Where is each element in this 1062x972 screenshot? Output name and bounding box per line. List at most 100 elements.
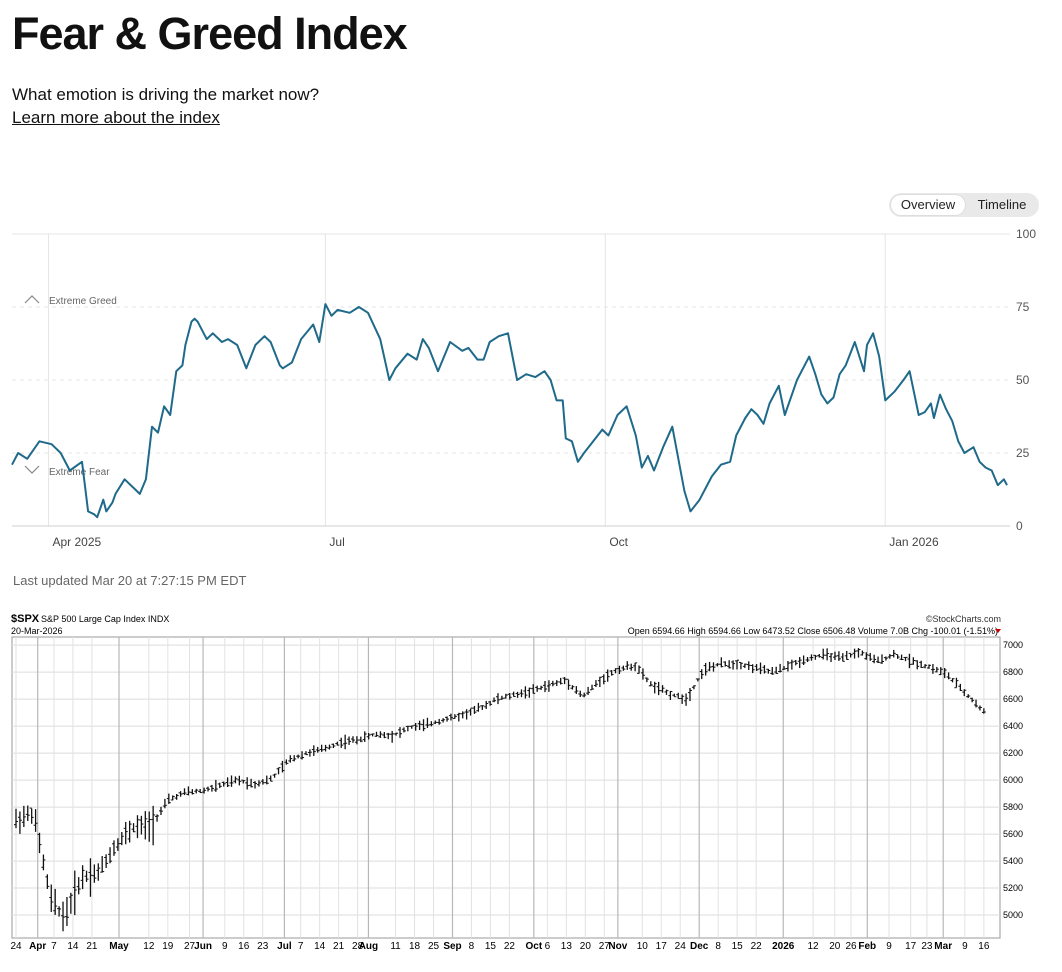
- spx-ohlc-bar: [680, 694, 685, 704]
- spx-xtick-label: Oct: [525, 941, 542, 952]
- spx-ohlc-bar: [613, 668, 618, 674]
- spx-ohlc-bar: [597, 676, 602, 688]
- spx-ohlc-bar: [981, 708, 986, 714]
- spx-ohlc-bar: [511, 691, 516, 698]
- spx-ohlc-bar: [256, 780, 261, 787]
- spx-ohlc-bar: [182, 788, 187, 796]
- spx-ytick-label: 6800: [1003, 667, 1023, 677]
- spx-ohlc-bar: [879, 654, 884, 664]
- spx-xtick-label: Jul: [277, 941, 292, 952]
- spx-xtick-label: 26: [845, 941, 857, 952]
- spx-ohlc-bar: [723, 661, 728, 667]
- spx-name: S&P 500 Large Cap Index INDX: [41, 614, 169, 624]
- spx-ohlc-bar: [570, 685, 575, 690]
- spx-ohlc-bar: [946, 672, 951, 680]
- spx-ohlc-bar: [362, 731, 367, 742]
- spx-ohlc-bar: [296, 754, 301, 759]
- spx-xtick-label: 14: [67, 941, 79, 952]
- spx-ohlc-bar: [221, 781, 226, 787]
- spx-ohlc-bar: [284, 759, 289, 765]
- spx-xtick-label: 12: [808, 941, 820, 952]
- spx-ohlc-bar: [460, 711, 465, 719]
- spx-ohlc-bar: [319, 744, 324, 752]
- spx-ohlc-bar: [53, 888, 58, 915]
- spx-ohlc-bar: [92, 864, 97, 883]
- spx-xtick-label: 27: [599, 941, 611, 952]
- spx-ohlc-bar: [542, 680, 547, 693]
- spx-ohlc-bar: [229, 775, 234, 787]
- spx-ohlc-bar: [288, 755, 293, 763]
- spx-ytick-label: 6600: [1003, 694, 1023, 704]
- spx-ohlc-bar: [104, 854, 109, 868]
- spx-ohlc-bar: [856, 648, 861, 658]
- spx-ohlc-bar: [883, 656, 888, 661]
- spx-ohlc-bar: [456, 712, 461, 722]
- spx-ohlc-bar: [715, 663, 720, 667]
- spx-ohlc-bar: [566, 678, 571, 690]
- spx-ohlc-bar: [429, 721, 434, 727]
- spx-date: 20-Mar-2026: [11, 626, 63, 636]
- spx-source: ©StockCharts.com: [926, 614, 1001, 624]
- spx-ohlc-bar: [672, 693, 677, 698]
- timeline-button[interactable]: Timeline: [977, 197, 1027, 212]
- spx-ohlc-bar: [531, 684, 536, 694]
- spx-xtick-label: 22: [751, 941, 763, 952]
- spx-ohlc-bar: [488, 700, 493, 706]
- spx-ytick-label: 5400: [1003, 856, 1023, 866]
- spx-ohlc-bar: [158, 806, 163, 816]
- spx-ohlc-bar: [950, 678, 955, 683]
- spx-ohlc-bar: [738, 661, 743, 670]
- last-updated: Last updated Mar 20 at 7:27:15 PM EDT: [13, 573, 247, 588]
- spx-ohlc-bar: [401, 727, 406, 733]
- fg-ytick-label: 25: [1016, 446, 1030, 460]
- spx-ohlc-bar: [727, 660, 732, 669]
- spx-ohlc-bar: [170, 795, 175, 801]
- overview-button[interactable]: Overview: [891, 195, 965, 215]
- spx-ohlc-bar: [198, 788, 203, 794]
- spx-ohlc-bar: [942, 668, 947, 679]
- spx-ytick-label: 5600: [1003, 829, 1023, 839]
- spx-ohlc-bar: [131, 823, 136, 833]
- spx-ohlc-bar: [687, 687, 692, 702]
- spx-ohlc-bar: [206, 786, 211, 792]
- spx-ohlc-bar: [468, 707, 473, 716]
- spx-xtick-label: 9: [886, 941, 892, 952]
- spx-xtick-label: 24: [10, 941, 22, 952]
- spx-ohlc-bar: [386, 732, 391, 740]
- spx-ohlc-bar: [484, 700, 489, 709]
- spx-ohlc-bar: [656, 681, 661, 696]
- spx-ohlc-bar: [21, 805, 26, 827]
- spx-ohlc-bar: [844, 650, 849, 661]
- spx-ohlc-bar: [37, 832, 42, 854]
- spx-quote: Open 6594.66 High 6594.66 Low 6473.52 Cl…: [628, 626, 998, 636]
- spx-xtick-label: Jun: [194, 941, 212, 952]
- spx-ohlc-bar: [292, 755, 297, 762]
- learn-more-link[interactable]: Learn more about the index: [12, 108, 220, 127]
- spx-ohlc-bar: [127, 820, 132, 843]
- spx-ohlc-bar: [813, 654, 818, 660]
- spx-ohlc-bar: [17, 811, 22, 834]
- spx-ohlc-bar: [390, 730, 395, 743]
- spx-ohlc-bar: [354, 736, 359, 745]
- spx-xtick-label: 17: [905, 941, 917, 952]
- spx-ohlc-bar: [735, 659, 740, 670]
- spx-ohlc-bar: [817, 653, 822, 658]
- spx-ohlc-bar: [539, 685, 544, 690]
- spx-ohlc-bar: [80, 865, 85, 890]
- spx-ohlc-bar: [311, 745, 316, 756]
- spx-ohlc-bar: [190, 789, 195, 795]
- spx-ohlc-bar: [832, 651, 837, 661]
- spx-ohlc-bar: [366, 732, 371, 740]
- spx-ohlc-bar: [684, 693, 689, 706]
- spx-ohlc-bar: [452, 714, 457, 719]
- spx-xtick-label: 7: [51, 941, 57, 952]
- spx-ohlc-bar: [805, 657, 810, 663]
- spx-ohlc-bar: [546, 680, 551, 692]
- spx-ohlc-bar: [268, 775, 273, 782]
- spx-ohlc-bar: [789, 659, 794, 670]
- down-triangle-icon: [995, 629, 1001, 633]
- spx-xtick-label: May: [109, 941, 129, 952]
- spx-ohlc-bar: [872, 654, 877, 664]
- spx-ohlc-bar: [303, 751, 308, 756]
- spx-ohlc-bar: [762, 665, 767, 674]
